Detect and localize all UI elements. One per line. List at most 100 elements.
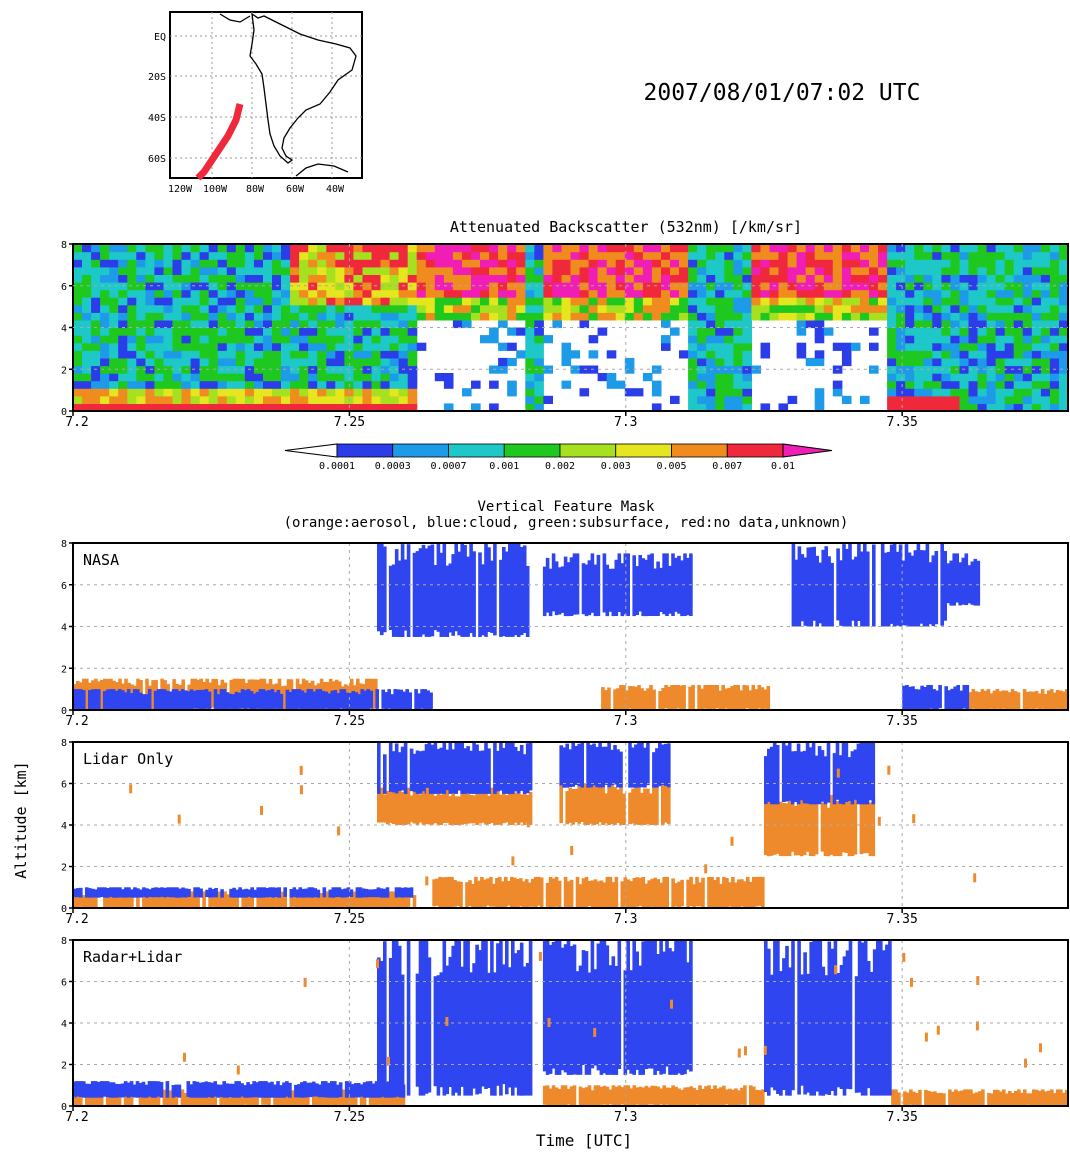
- aerosol-mark: [689, 1086, 693, 1106]
- aerosol-mark: [1056, 1089, 1060, 1106]
- cloud-mark: [418, 548, 423, 637]
- aerosol-mark: [186, 1090, 191, 1106]
- aerosol-mark: [749, 1085, 753, 1107]
- aerosol-mark: [178, 893, 182, 908]
- aerosol-mark: [748, 690, 753, 710]
- backscatter-cell: [697, 403, 707, 412]
- cloud-mark: [554, 940, 559, 1075]
- backscatter-cell: [760, 304, 771, 313]
- cloud-mark: [641, 558, 645, 617]
- backscatter-cell: [1013, 403, 1024, 412]
- cloud-mark: [267, 1082, 271, 1098]
- backscatter-cell: [950, 304, 960, 313]
- backscatter-cell: [498, 244, 508, 253]
- aerosol-mark: [447, 876, 451, 908]
- aerosol-mark: [760, 687, 765, 710]
- backscatter-cell: [208, 304, 219, 313]
- backscatter-cell: [615, 312, 626, 321]
- backscatter-cell: [1059, 274, 1069, 283]
- backscatter-cell: [697, 244, 707, 253]
- aerosol-mark: [359, 1093, 364, 1106]
- backscatter-cell: [661, 304, 671, 313]
- backscatter-cell: [244, 304, 255, 313]
- backscatter-cell: [335, 327, 345, 336]
- cloud-mark: [192, 690, 197, 709]
- aerosol-mark: [394, 894, 399, 908]
- backscatter-cell: [1013, 244, 1024, 253]
- backscatter-cell: [869, 342, 879, 351]
- backscatter-cell: [896, 319, 906, 329]
- aerosol-mark: [989, 693, 994, 709]
- backscatter-cell: [579, 312, 590, 321]
- y-tick-label: 0: [61, 706, 67, 717]
- cloud-mark: [466, 940, 470, 1096]
- cloud-mark: [367, 889, 372, 898]
- aerosol-mark: [894, 1089, 898, 1106]
- backscatter-cell: [163, 357, 174, 367]
- backscatter-cell: [263, 403, 273, 412]
- aerosol-mark: [643, 690, 647, 710]
- backscatter-cell: [190, 335, 201, 344]
- backscatter-cell: [995, 266, 1006, 275]
- backscatter-cell: [525, 342, 535, 351]
- backscatter-cell: [561, 357, 572, 367]
- backscatter-cell: [462, 312, 472, 321]
- cloud-mark: [806, 973, 810, 1093]
- cloud-mark: [575, 553, 580, 615]
- backscatter-cell: [489, 312, 499, 321]
- aerosol-mark: [127, 893, 131, 908]
- backscatter-cell: [941, 357, 951, 367]
- backscatter-cell: [914, 388, 924, 397]
- backscatter-cell: [534, 403, 544, 412]
- backscatter-cell: [91, 403, 101, 412]
- cloud-mark: [439, 972, 444, 1088]
- aerosol-mark: [622, 685, 626, 710]
- backscatter-cell: [932, 403, 942, 412]
- backscatter-cell: [471, 289, 481, 298]
- backscatter-cell: [371, 304, 382, 313]
- aerosol-mark: [123, 1090, 128, 1106]
- aerosol-mark: [728, 1088, 732, 1106]
- aerosol-mark: [392, 1092, 397, 1106]
- cloud-mark: [373, 889, 378, 898]
- backscatter-cell: [769, 251, 780, 260]
- backscatter-cell: [1040, 388, 1051, 397]
- cloud-mark: [436, 543, 441, 632]
- backscatter-cell: [1004, 289, 1015, 298]
- backscatter-cell: [1049, 395, 1060, 404]
- cloud-mark: [100, 887, 104, 897]
- backscatter-cell: [489, 274, 499, 283]
- backscatter-cell: [136, 251, 146, 260]
- backscatter-cell: [778, 312, 789, 321]
- aerosol-mark: [625, 690, 629, 710]
- backscatter-cell: [235, 342, 246, 351]
- backscatter-cell: [778, 403, 789, 412]
- backscatter-cell: [1031, 395, 1042, 404]
- backscatter-cell: [163, 319, 174, 329]
- backscatter-cell: [950, 350, 960, 359]
- backscatter-cell: [145, 274, 155, 283]
- backscatter-cell: [914, 342, 924, 351]
- aerosol-mark: [634, 686, 638, 710]
- backscatter-cell: [91, 319, 101, 329]
- backscatter-cell: [878, 282, 888, 291]
- cloud-mark: [826, 742, 831, 803]
- backscatter-cell: [751, 259, 761, 268]
- aerosol-mark: [674, 1086, 678, 1106]
- aerosol-mark: [1039, 1043, 1042, 1053]
- backscatter-cell: [425, 297, 436, 306]
- backscatter-cell: [651, 259, 662, 268]
- cloud-mark: [366, 689, 370, 710]
- vfm-frame: [72, 741, 1069, 909]
- backscatter-cell: [91, 259, 101, 268]
- cloud-mark: [667, 743, 671, 788]
- aerosol-mark: [489, 876, 493, 907]
- backscatter-cell: [1049, 342, 1060, 351]
- backscatter-cell: [407, 327, 418, 336]
- aerosol-mark: [316, 891, 321, 908]
- backscatter-cell: [389, 403, 400, 412]
- backscatter-cell: [335, 335, 345, 344]
- backscatter-cell: [923, 373, 933, 382]
- backscatter-cell: [407, 259, 418, 268]
- backscatter-cell: [181, 319, 192, 329]
